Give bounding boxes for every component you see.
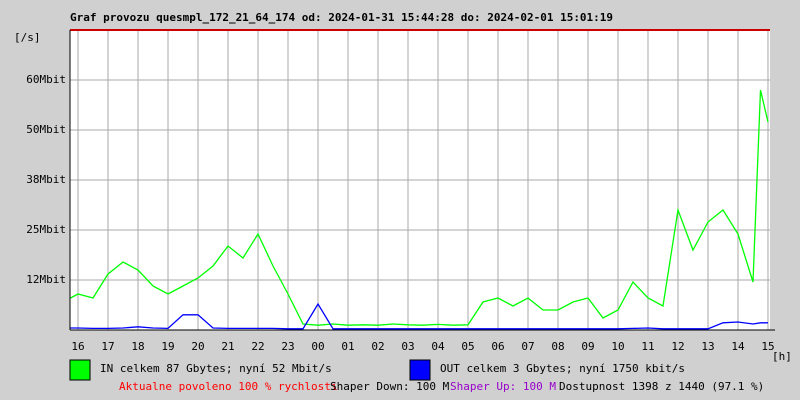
y-tick-label: 25Mbit	[26, 223, 66, 236]
legend: IN celkem 87 Gbytes; nyní 52 Mbit/s OUT c…	[69, 359, 685, 381]
chart-title: Graf provozu quesmpl_172_21_64_174 od: 2…	[70, 11, 613, 24]
x-tick-label: 13	[701, 340, 714, 353]
x-tick-label: 11	[641, 340, 654, 353]
x-tick-label: 16	[71, 340, 84, 353]
footer: Aktualne povoleno 100 % rychlostiShaper …	[119, 380, 764, 393]
x-tick-label: 18	[131, 340, 144, 353]
x-tick-label: 01	[341, 340, 354, 353]
footer-text: Aktualne povoleno 100 % rychlosti	[119, 380, 338, 393]
x-tick-label: 12	[671, 340, 684, 353]
x-tick-label: 21	[221, 340, 234, 353]
x-tick-label: 19	[161, 340, 174, 353]
x-tick-label: 02	[371, 340, 384, 353]
x-tick-label: 05	[461, 340, 474, 353]
legend-label: IN celkem 87 Gbytes; nyní 52 Mbit/s	[100, 362, 332, 375]
grid	[70, 30, 770, 330]
footer-text: Shaper Up: 100 M	[450, 380, 556, 393]
x-tick-label: 10	[611, 340, 624, 353]
legend-swatch	[69, 359, 91, 381]
legend-label: OUT celkem 3 Gbytes; nyní 1750 kbit/s	[440, 362, 685, 375]
x-tick-label: 07	[521, 340, 534, 353]
y-tick-label: 38Mbit	[26, 173, 66, 186]
x-tick-label: 17	[101, 340, 114, 353]
x-tick-label: 09	[581, 340, 594, 353]
x-tick-label: 22	[251, 340, 264, 353]
lines	[70, 89, 769, 330]
x-tick-label: 08	[551, 340, 564, 353]
footer-text: Dostupnost 1398 z 1440 (97.1 %)	[559, 380, 764, 393]
y-tick-label: 12Mbit	[26, 273, 66, 286]
x-tick-label: 04	[431, 340, 445, 353]
y-unit: [/s]	[14, 31, 41, 44]
y-tick-label: 60Mbit	[26, 73, 66, 86]
y-tick-label: 50Mbit	[26, 123, 66, 136]
x-tick-label: 03	[401, 340, 414, 353]
footer-text: Shaper Down: 100 M	[330, 380, 450, 393]
series-line	[70, 302, 768, 330]
x-unit: [h]	[772, 350, 792, 363]
x-tick-label: 15	[761, 340, 774, 353]
series-line	[70, 89, 769, 326]
x-tick-label: 23	[281, 340, 294, 353]
x-tick-label: 00	[311, 340, 324, 353]
x-tick-label: 14	[731, 340, 745, 353]
x-tick-label: 06	[491, 340, 504, 353]
x-tick-label: 20	[191, 340, 204, 353]
legend-swatch	[409, 359, 431, 381]
